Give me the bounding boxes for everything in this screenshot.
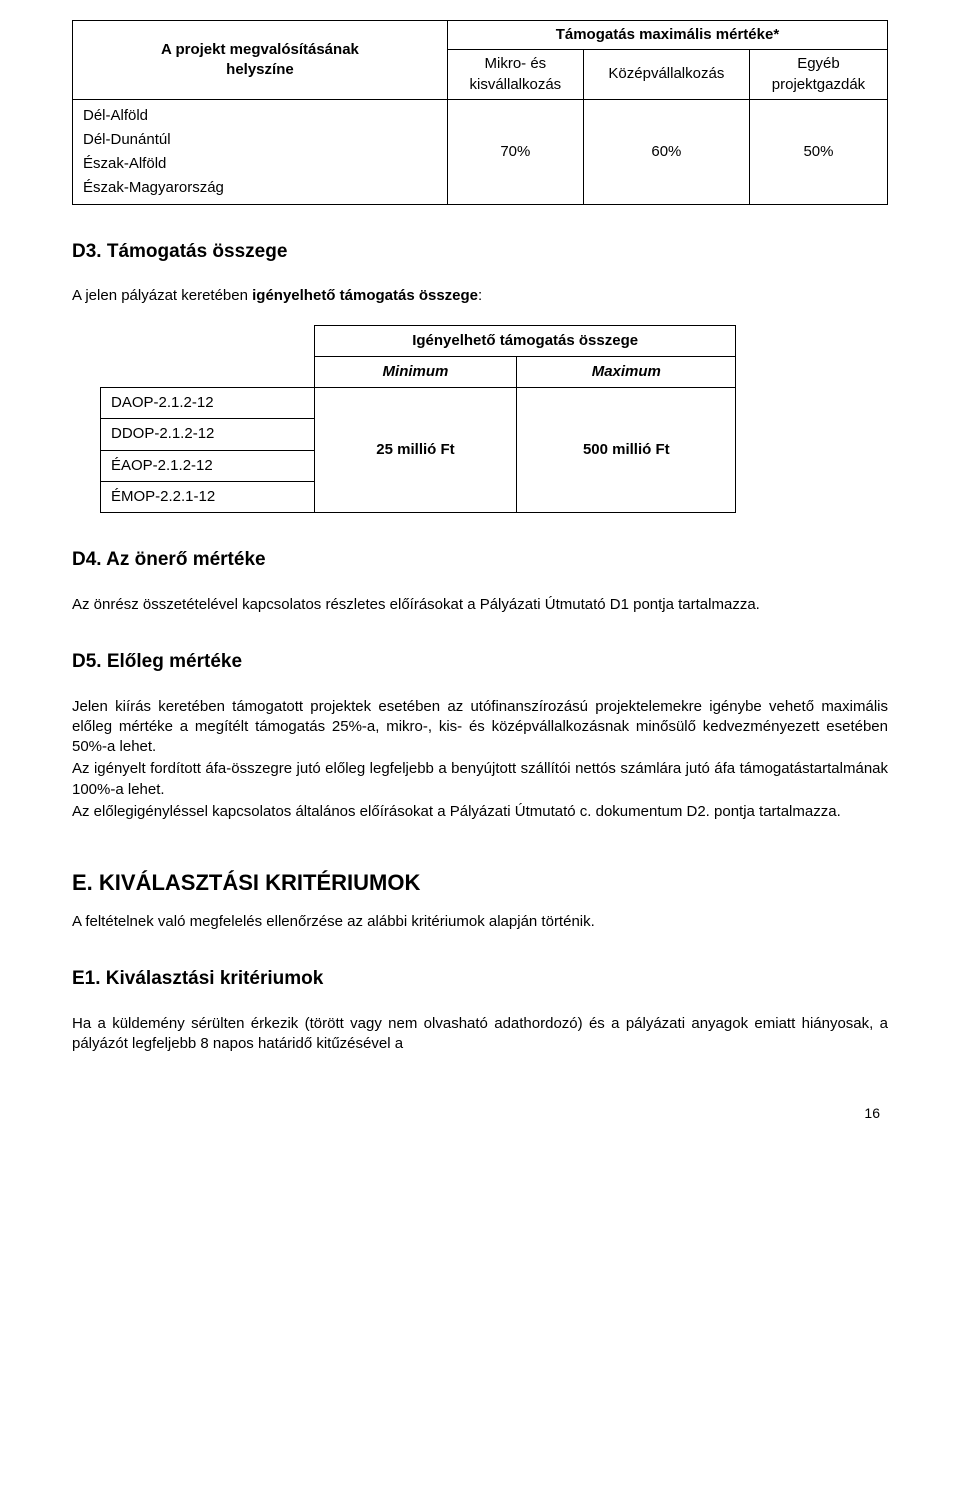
- cell-mikro-value: 70%: [447, 99, 583, 204]
- para-d4: Az önrész összetételével kapcsolatos rés…: [72, 595, 888, 615]
- text: Észak-Magyarország: [83, 179, 224, 196]
- cell-min-value: 25 millió Ft: [314, 388, 516, 513]
- header-location: A projekt megvalósításának helyszíne: [73, 21, 448, 100]
- heading-d4: D4. Az önerő mértéke: [72, 547, 888, 573]
- cell-code: ÉMOP-2.2.1-12: [101, 481, 315, 512]
- cell-max-value: 500 millió Ft: [517, 388, 736, 513]
- text: :: [478, 287, 482, 304]
- cell-code: DDOP-2.1.2-12: [101, 419, 315, 450]
- para-e1: Ha a küldemény sérülten érkezik (törött …: [72, 1014, 888, 1055]
- cell-egyeb-value: 50%: [749, 99, 887, 204]
- text: Mikro- és: [485, 55, 547, 72]
- header-max: Maximum: [517, 356, 736, 387]
- cell-regions: Dél-Alföld Dél-Dunántúl Észak-Alföld Ész…: [73, 99, 448, 204]
- text: A projekt megvalósításának: [161, 41, 359, 58]
- cell-code: ÉAOP-2.1.2-12: [101, 450, 315, 481]
- text: Észak-Alföld: [83, 155, 166, 172]
- heading-e1: E1. Kiválasztási kritériumok: [72, 966, 888, 992]
- text: helyszíne: [226, 61, 294, 78]
- header-support-max: Támogatás maximális mértéke*: [447, 21, 887, 50]
- para-e: A feltételnek való megfelelés ellenőrzés…: [72, 912, 888, 932]
- para-d5-3: Az előlegigényléssel kapcsolatos általán…: [72, 802, 888, 822]
- text: A jelen pályázat keretében: [72, 287, 252, 304]
- cell-code: DAOP-2.1.2-12: [101, 388, 315, 419]
- text: Dél-Dunántúl: [83, 131, 171, 148]
- header-egyeb: Egyéb projektgazdák: [749, 50, 887, 100]
- header-mikro: Mikro- és kisvállalkozás: [447, 50, 583, 100]
- header-kozep: Középvállalkozás: [583, 50, 749, 100]
- heading-d3: D3. Támogatás összege: [72, 239, 888, 265]
- cell-kozep-value: 60%: [583, 99, 749, 204]
- header-min: Minimum: [314, 356, 516, 387]
- para-d3-intro: A jelen pályázat keretében igényelhető t…: [72, 286, 888, 306]
- heading-d5: D5. Előleg mértéke: [72, 649, 888, 675]
- support-rate-table: A projekt megvalósításának helyszíne Tám…: [72, 20, 888, 205]
- text: Egyéb: [797, 55, 840, 72]
- support-amount-table: Igényelhető támogatás összege Minimum Ma…: [100, 325, 736, 514]
- para-d5-2: Az igényelt fordított áfa-összegre jutó …: [72, 759, 888, 800]
- text-bold: igényelhető támogatás összege: [252, 287, 478, 304]
- text: Dél-Alföld: [83, 107, 148, 124]
- heading-e: E. KIVÁLASZTÁSI KRITÉRIUMOK: [72, 868, 888, 898]
- text: kisvállalkozás: [469, 76, 561, 93]
- text: projektgazdák: [772, 76, 865, 93]
- para-d5-1: Jelen kiírás keretében támogatott projek…: [72, 697, 888, 758]
- header-amount: Igényelhető támogatás összege: [314, 325, 736, 356]
- page-number: 16: [72, 1104, 888, 1123]
